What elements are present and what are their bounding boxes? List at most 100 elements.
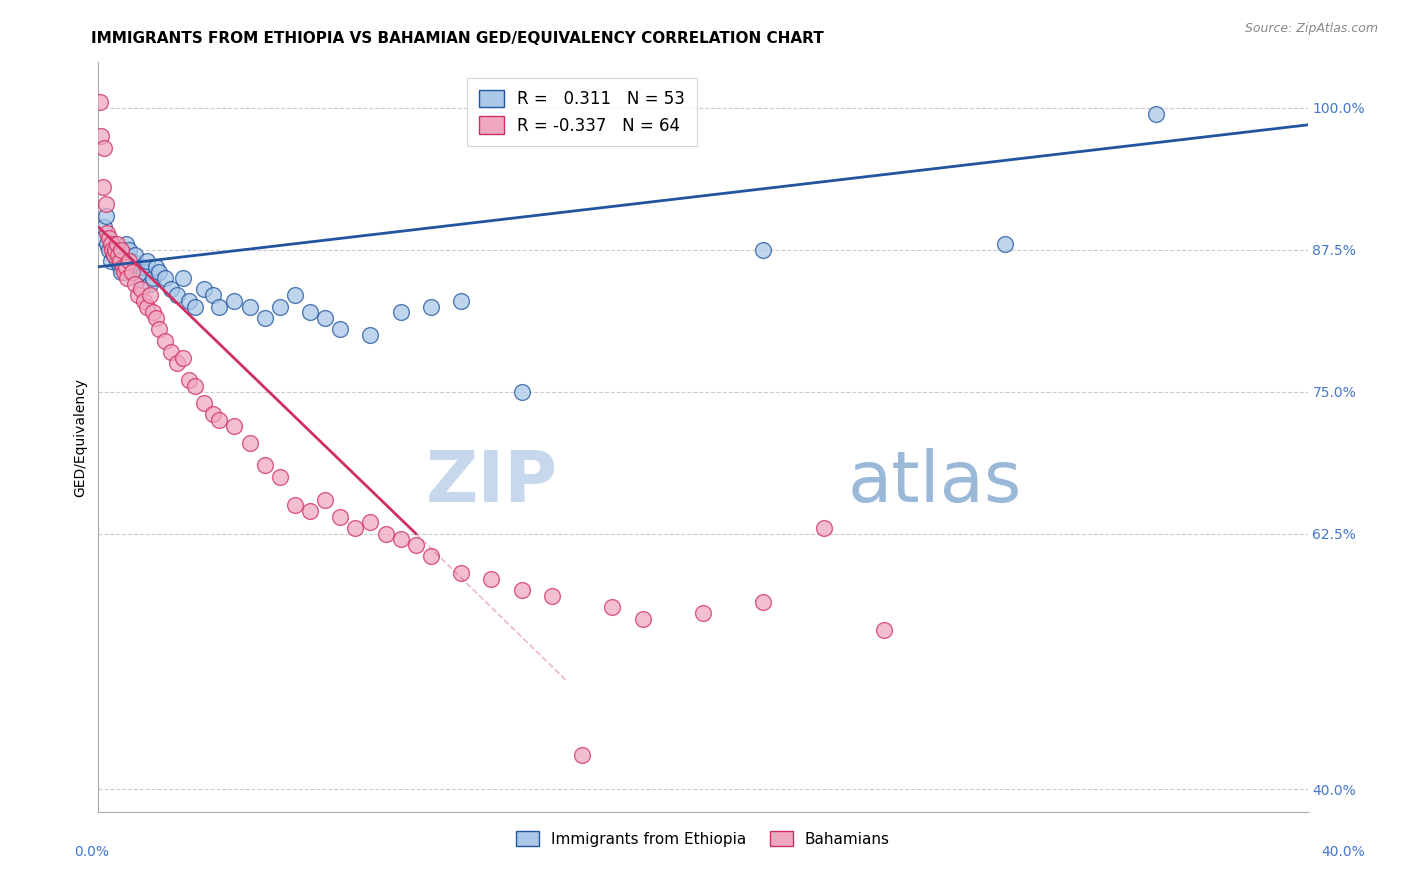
Point [124,248,146,262]
Point [108,254,131,268]
Point [115,248,138,262]
Point [96,226,118,240]
Text: 40.0%: 40.0% [1320,845,1365,859]
Point [239,300,262,314]
Point [202,408,225,422]
Point [145,310,167,325]
Y-axis label: GED/Equivalency: GED/Equivalency [73,377,87,497]
Point [166,288,188,302]
Point [129,283,152,297]
Point [269,300,291,314]
Point [540,589,562,603]
Point [329,322,352,336]
Point [239,435,262,450]
Point [208,413,231,427]
Point [135,300,157,314]
Point [93,140,115,154]
Point [129,260,152,274]
Point [105,254,128,268]
Point [420,300,443,314]
Text: atlas: atlas [848,448,1022,516]
Text: ZIP: ZIP [426,448,558,516]
Point [160,345,183,359]
Point [179,373,201,387]
Point [91,231,114,245]
Point [90,129,112,144]
Point [111,260,134,274]
Point [314,310,336,325]
Point [184,379,207,393]
Point [269,470,291,484]
Point [1146,106,1168,120]
Point [132,293,155,308]
Point [153,271,176,285]
Point [118,243,141,257]
Point [360,327,382,342]
Point [344,521,367,535]
Point [153,334,176,348]
Point [101,243,124,257]
Point [510,583,533,598]
Point [389,533,412,547]
Point [172,351,194,365]
Text: Source: ZipAtlas.com: Source: ZipAtlas.com [1244,22,1378,36]
Point [284,288,307,302]
Point [139,277,162,291]
Point [752,243,775,257]
Point [107,248,129,262]
Point [193,396,215,410]
Point [114,237,136,252]
Point [121,254,143,268]
Point [166,356,188,370]
Point [450,293,472,308]
Point [100,237,122,252]
Point [752,595,775,609]
Point [127,288,149,302]
Point [813,521,835,535]
Point [101,237,124,252]
Point [314,492,336,507]
Legend: Immigrants from Ethiopia, Bahamians: Immigrants from Ethiopia, Bahamians [510,824,896,853]
Point [96,237,118,252]
Point [124,277,146,291]
Point [208,300,231,314]
Point [253,458,276,473]
Point [253,310,276,325]
Point [94,209,117,223]
Point [184,300,207,314]
Point [994,237,1017,252]
Point [105,237,128,252]
Point [631,612,654,626]
Point [104,243,127,257]
Point [115,271,138,285]
Point [374,526,396,541]
Point [139,288,162,302]
Point [193,283,215,297]
Text: 0.0%: 0.0% [75,845,108,859]
Point [100,254,122,268]
Point [148,322,170,336]
Point [160,283,183,297]
Point [110,265,132,279]
Point [481,572,503,586]
Point [692,606,714,620]
Point [450,566,472,581]
Point [89,95,111,110]
Point [91,180,114,194]
Point [127,271,149,285]
Point [118,254,141,268]
Point [202,288,225,302]
Point [299,504,322,518]
Point [145,260,167,274]
Point [510,384,533,399]
Point [172,271,194,285]
Point [299,305,322,319]
Point [98,231,121,245]
Point [389,305,412,319]
Point [111,254,134,268]
Point [114,260,136,274]
Point [602,600,624,615]
Point [135,254,157,268]
Point [98,243,121,257]
Point [420,549,443,564]
